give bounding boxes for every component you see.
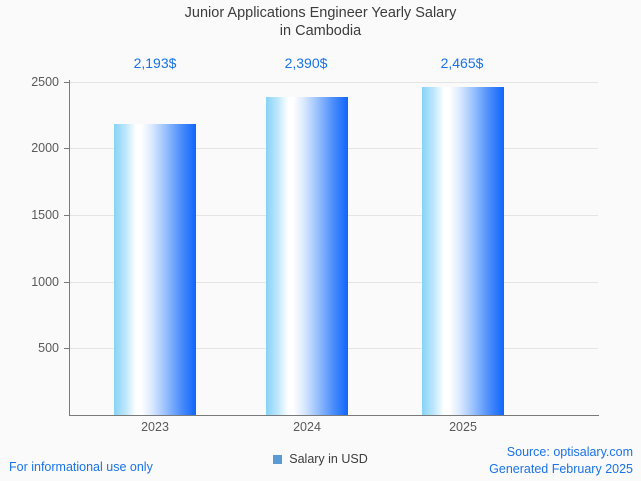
y-axis-label-2500: 2500 <box>31 75 59 89</box>
y-axis-tick-500 <box>64 348 70 349</box>
legend-swatch-icon <box>273 454 283 464</box>
footer-source: Source: optisalary.com <box>506 445 633 459</box>
bar-2025[interactable] <box>422 87 504 415</box>
bar-value-label-2023: 2,193$ <box>133 55 177 71</box>
y-axis-label-1000: 1000 <box>31 275 59 289</box>
chart-title-line-2: in Cambodia <box>279 23 362 39</box>
legend-item-label: Salary in USD <box>289 452 368 466</box>
y-axis-label-2000: 2000 <box>31 141 59 155</box>
y-axis-tick-2000 <box>64 148 70 149</box>
footer-disclaimer: For informational use only <box>9 460 153 474</box>
bar-2024[interactable] <box>266 97 348 415</box>
x-axis-label-2023: 2023 <box>141 420 169 434</box>
x-axis-label-2024: 2024 <box>293 420 321 434</box>
footer-source-block: Source: optisalary.com Generated Februar… <box>489 444 633 478</box>
bar-2023[interactable] <box>114 124 196 415</box>
chart-title: Junior Applications Engineer Yearly Sala… <box>0 4 641 40</box>
y-axis-line <box>69 80 70 416</box>
y-axis-tick-2500 <box>64 82 70 83</box>
plot-area <box>70 82 598 415</box>
y-axis-tick-1500 <box>64 215 70 216</box>
y-axis-label-500: 500 <box>38 341 59 355</box>
y-axis-label-1500: 1500 <box>31 208 59 222</box>
x-axis-label-2025: 2025 <box>449 420 477 434</box>
bar-value-label-2024: 2,390$ <box>284 55 328 71</box>
x-axis-line <box>69 415 599 416</box>
bar-value-label-2025: 2,465$ <box>440 55 484 71</box>
gridline-2500 <box>70 82 598 83</box>
chart-legend: Salary in USD <box>0 452 641 466</box>
footer-generated-date: Generated February 2025 <box>489 462 633 476</box>
y-axis-tick-1000 <box>64 282 70 283</box>
legend-item-salary-in-usd[interactable]: Salary in USD <box>273 452 368 466</box>
chart-title-line-1: Junior Applications Engineer Yearly Sala… <box>184 5 457 21</box>
